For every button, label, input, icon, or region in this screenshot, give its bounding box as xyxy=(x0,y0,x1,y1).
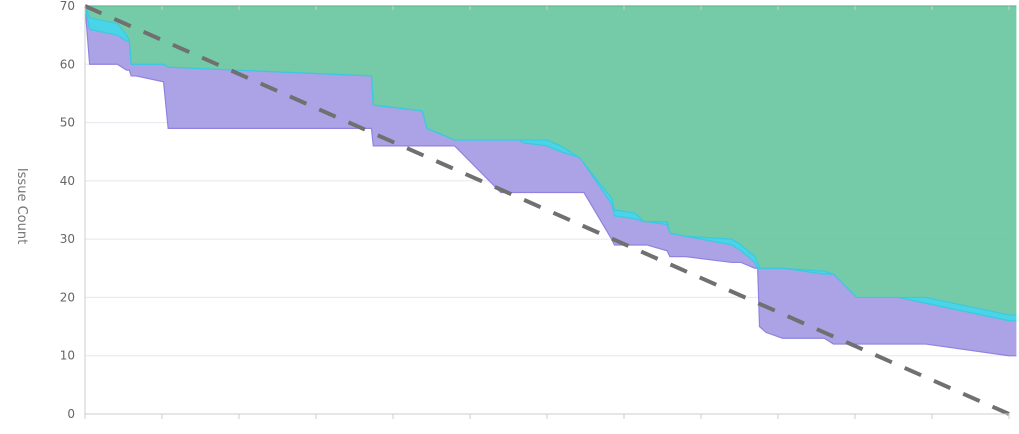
area-layer xyxy=(84,5,1017,357)
series-line-0 xyxy=(84,5,1017,357)
y-tick-label: 70 xyxy=(60,0,75,13)
band-green xyxy=(85,6,1017,315)
series-line-2 xyxy=(84,5,1017,316)
y-tick-label: 50 xyxy=(60,116,75,130)
y-tick-label: 0 xyxy=(67,407,75,421)
ideal-guideline xyxy=(84,4,1010,416)
y-tick-label: 10 xyxy=(60,349,75,363)
band-purple xyxy=(85,6,1017,356)
y-axis-title: Issue Count xyxy=(14,168,29,244)
y-tick-label: 40 xyxy=(60,174,75,188)
ideal-line-layer xyxy=(84,4,1010,416)
axis-layer: 0 10 20 30 40 50 60 70 xyxy=(60,0,1010,421)
y-tick-label: 60 xyxy=(60,57,75,71)
y-tick-label: 20 xyxy=(60,290,75,304)
y-tick-label: 30 xyxy=(60,232,75,246)
